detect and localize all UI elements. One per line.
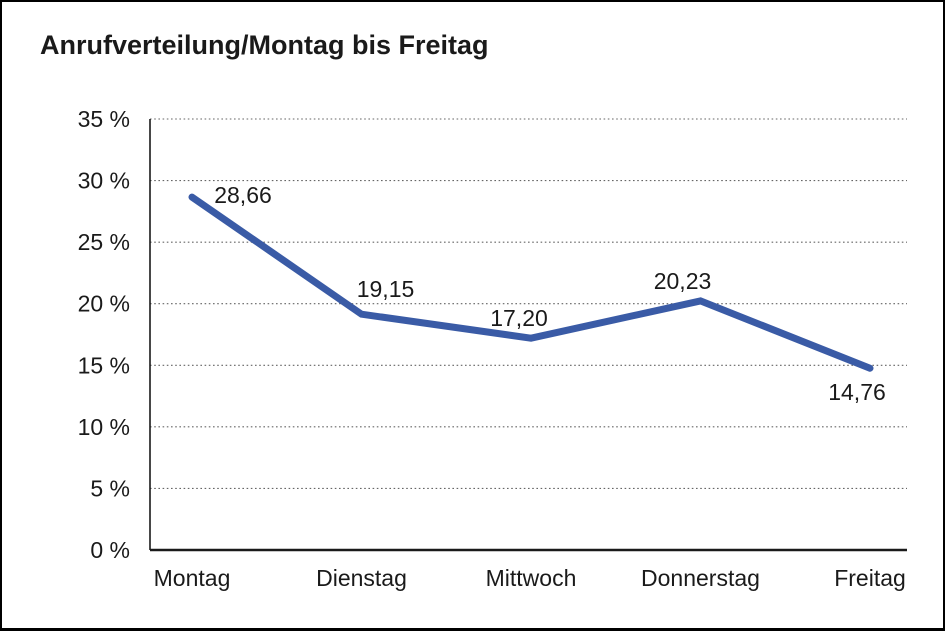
chart-title: Anrufverteilung/Montag bis Freitag [40,30,489,60]
data-point-label: 28,66 [214,182,272,208]
x-axis-label: Montag [154,565,231,591]
x-axis-label: Mittwoch [486,565,577,591]
x-axis-label: Freitag [834,565,906,591]
data-point-label: 17,20 [490,305,548,331]
x-axis-label: Dienstag [316,565,407,591]
y-tick-label: 5 % [90,475,130,501]
y-tick-label: 15 % [78,352,130,378]
data-point-label: 19,15 [357,276,415,302]
y-tick-label: 35 % [78,106,130,132]
y-tick-label: 25 % [78,229,130,255]
y-tick-label: 30 % [78,168,130,194]
data-point-label: 14,76 [828,379,886,405]
y-tick-label: 20 % [78,291,130,317]
data-point-label: 20,23 [654,268,712,294]
y-tick-label: 10 % [78,414,130,440]
y-tick-label: 0 % [90,537,130,563]
series-line [188,193,874,372]
x-axis-label: Donnerstag [641,565,760,591]
